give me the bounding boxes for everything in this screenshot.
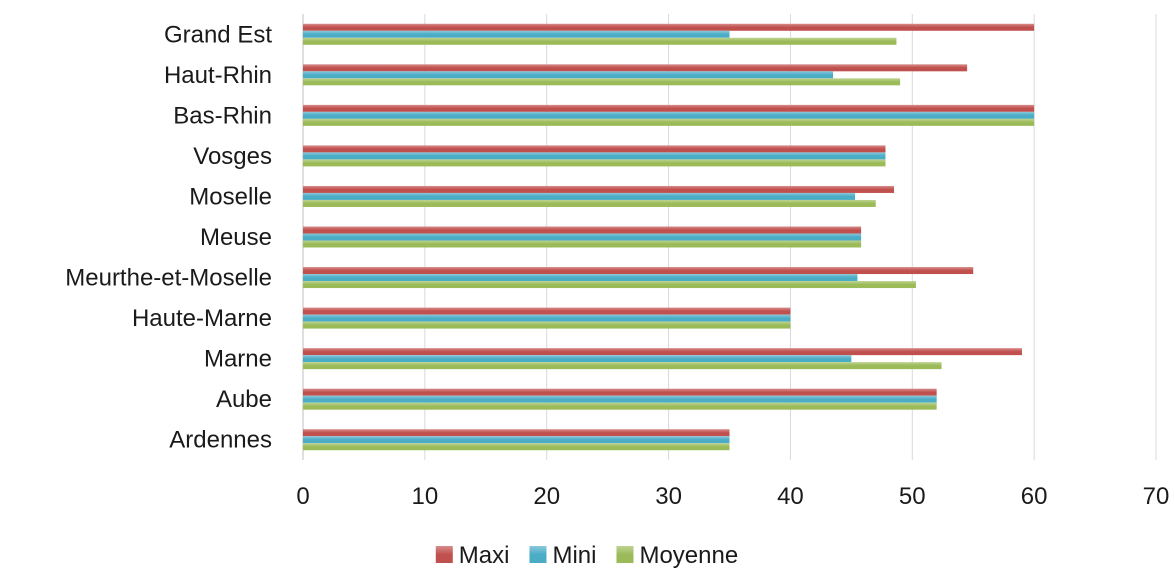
category-labels: Ardennes Aube Marne Haute-Marne Meurthe-et-M… bbox=[65, 21, 272, 453]
bar-mini-vosges bbox=[303, 152, 886, 160]
category-label: Haut-Rhin bbox=[164, 62, 272, 89]
x-tick-label: 20 bbox=[533, 483, 560, 510]
legend-label-moyenne: Moyenne bbox=[639, 542, 738, 569]
bar-moyenne-aube bbox=[303, 402, 937, 410]
category-label: Meuse bbox=[200, 224, 272, 251]
bar-mini-grand est bbox=[303, 30, 730, 38]
bar-maxi-haute-marne bbox=[303, 307, 791, 315]
category-label: Marne bbox=[204, 346, 272, 373]
bar-maxi-grand est bbox=[303, 23, 1035, 31]
category-label: Haute-Marne bbox=[132, 305, 272, 332]
bar-maxi-vosges bbox=[303, 145, 886, 153]
x-tick-label: 10 bbox=[412, 483, 439, 510]
bar-mini-bas-rhin bbox=[303, 111, 1035, 119]
bar-maxi-marne bbox=[303, 348, 1022, 356]
bar-mini-marne bbox=[303, 355, 852, 363]
category-label: Vosges bbox=[193, 143, 272, 170]
bar-maxi-moselle bbox=[303, 185, 895, 193]
bar-maxi-meurthe-et-moselle bbox=[303, 267, 974, 275]
x-tick-label: 60 bbox=[1021, 483, 1048, 510]
bar-moyenne-haut-rhin bbox=[303, 78, 901, 86]
bar-mini-meuse bbox=[303, 233, 862, 241]
category-label: Grand Est bbox=[164, 21, 272, 48]
bar-mini-moselle bbox=[303, 192, 856, 200]
bar-mini-aube bbox=[303, 395, 937, 403]
bar-moyenne-bas-rhin bbox=[303, 118, 1035, 126]
legend-label-mini: Mini bbox=[552, 542, 596, 569]
bar-maxi-ardennes bbox=[303, 429, 730, 437]
legend-swatch-maxi bbox=[435, 546, 453, 563]
legend: Maxi Mini Moyenne bbox=[435, 542, 738, 569]
legend-label-maxi: Maxi bbox=[459, 542, 510, 569]
x-tick-label: 50 bbox=[899, 483, 926, 510]
x-tick-label: 70 bbox=[1143, 483, 1170, 510]
bar-maxi-meuse bbox=[303, 226, 862, 234]
category-label: Aube bbox=[216, 386, 272, 413]
bar-moyenne-meurthe-et-moselle bbox=[303, 281, 916, 289]
category-label: Moselle bbox=[189, 183, 272, 210]
x-tick-label: 40 bbox=[777, 483, 804, 510]
bar-moyenne-meuse bbox=[303, 240, 862, 248]
bar-mini-ardennes bbox=[303, 436, 730, 444]
category-label: Ardennes bbox=[169, 427, 272, 454]
bar-mini-haut-rhin bbox=[303, 71, 834, 79]
bar-maxi-haut-rhin bbox=[303, 64, 968, 72]
x-tick-label: 0 bbox=[296, 483, 309, 510]
x-tick-label: 30 bbox=[655, 483, 682, 510]
bar-moyenne-grand est bbox=[303, 37, 897, 45]
bar-moyenne-ardennes bbox=[303, 443, 730, 451]
bars bbox=[303, 23, 1035, 451]
category-label: Bas-Rhin bbox=[173, 102, 272, 129]
bar-moyenne-moselle bbox=[303, 199, 876, 207]
bar-moyenne-haute-marne bbox=[303, 321, 791, 329]
x-tick-labels: 0 10 20 30 40 50 60 70 bbox=[296, 483, 1169, 510]
bar-maxi-bas-rhin bbox=[303, 104, 1035, 112]
bar-mini-meurthe-et-moselle bbox=[303, 274, 858, 282]
bar-moyenne-vosges bbox=[303, 159, 886, 167]
legend-swatch-moyenne bbox=[616, 546, 634, 563]
bar-moyenne-marne bbox=[303, 362, 942, 370]
legend-swatch-mini bbox=[529, 546, 547, 563]
bar-maxi-aube bbox=[303, 388, 937, 396]
bar-mini-haute-marne bbox=[303, 314, 791, 322]
category-label: Meurthe-et-Moselle bbox=[65, 265, 272, 292]
